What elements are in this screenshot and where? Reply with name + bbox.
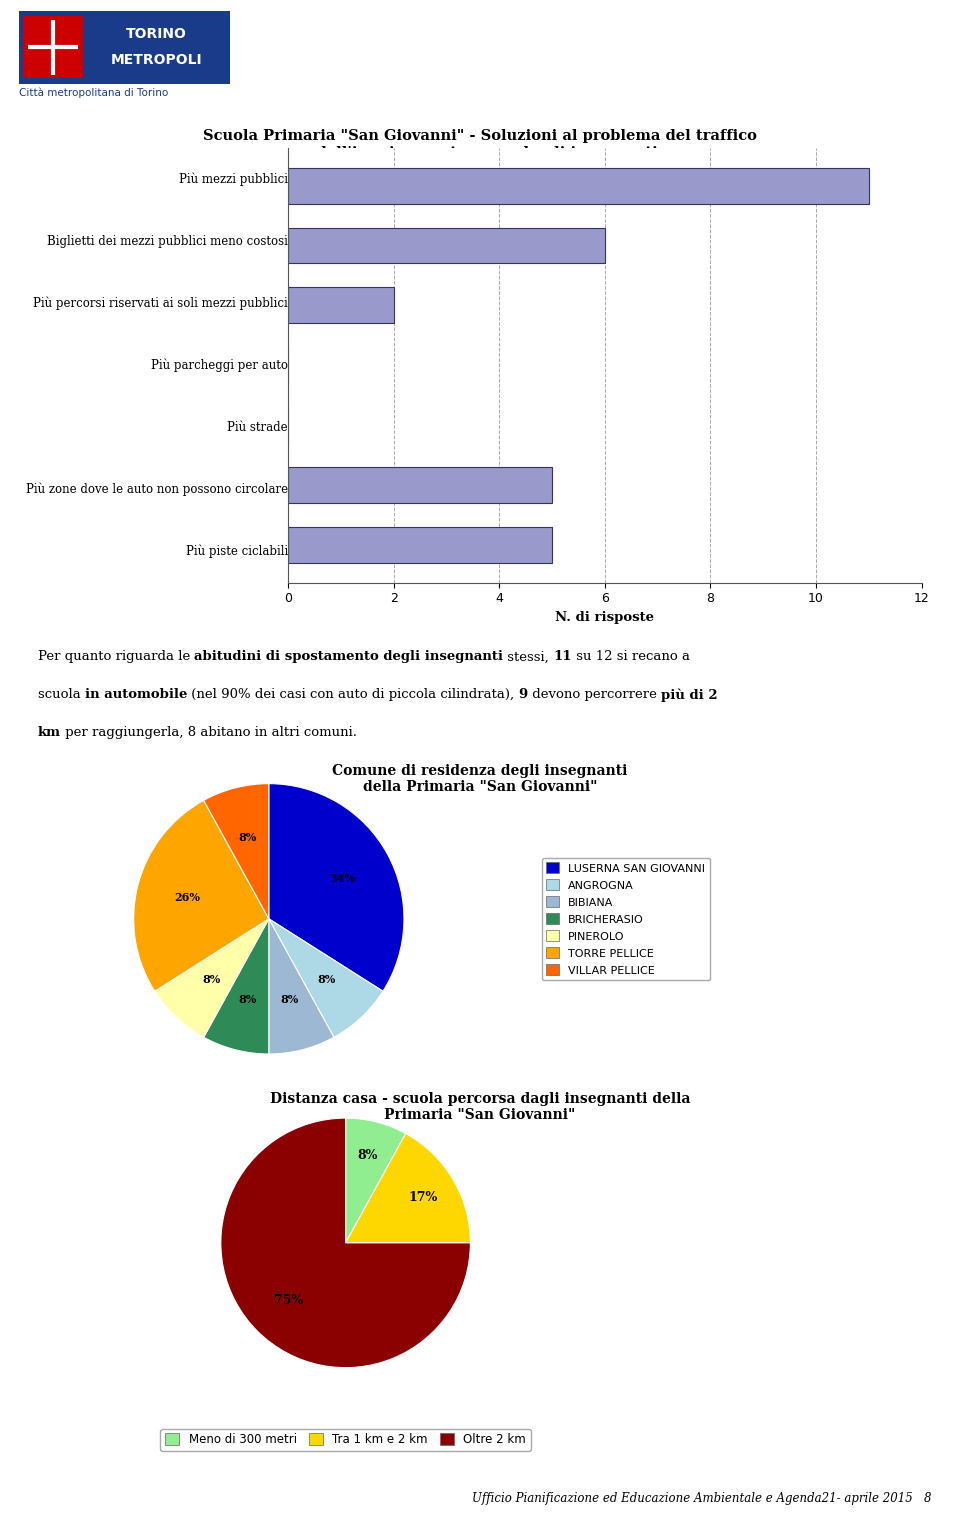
Wedge shape	[269, 784, 404, 991]
Text: Città metropolitana di Torino: Città metropolitana di Torino	[19, 87, 168, 98]
Wedge shape	[133, 801, 269, 991]
Wedge shape	[221, 1118, 470, 1368]
Text: Più piste ciclabili: Più piste ciclabili	[185, 544, 288, 558]
Text: Ufficio Pianificazione ed Educazione Ambientale e Agenda21- aprile 2015   8: Ufficio Pianificazione ed Educazione Amb…	[471, 1491, 931, 1505]
Bar	[288, 287, 394, 323]
Text: 8%: 8%	[358, 1150, 378, 1162]
Text: abitudini di spostamento degli insegnanti: abitudini di spostamento degli insegnant…	[194, 650, 503, 663]
Text: 75%: 75%	[274, 1293, 302, 1307]
Text: Scuola Primaria "San Giovanni" - Soluzioni al problema del traffico
e dell'inqui: Scuola Primaria "San Giovanni" - Soluzio…	[204, 130, 756, 160]
Text: più di 2: più di 2	[660, 688, 717, 702]
Text: scuola: scuola	[37, 688, 84, 702]
Text: 8%: 8%	[280, 994, 299, 1005]
Text: stessi,: stessi,	[503, 650, 553, 663]
Wedge shape	[155, 918, 269, 1037]
Wedge shape	[204, 784, 269, 918]
Text: 8%: 8%	[317, 974, 335, 985]
Text: 26%: 26%	[175, 892, 201, 903]
Text: per raggiungerla, 8 abitano in altri comuni.: per raggiungerla, 8 abitano in altri com…	[60, 726, 357, 740]
Bar	[288, 467, 552, 503]
Wedge shape	[269, 918, 334, 1054]
Wedge shape	[269, 918, 383, 1037]
Text: Per quanto riguarda le: Per quanto riguarda le	[37, 650, 194, 663]
Text: 8%: 8%	[239, 833, 257, 843]
Wedge shape	[346, 1133, 470, 1243]
Text: Più mezzi pubblici: Più mezzi pubblici	[179, 172, 288, 186]
Legend: Meno di 300 metri, Tra 1 km e 2 km, Oltre 2 km: Meno di 300 metri, Tra 1 km e 2 km, Oltr…	[160, 1429, 531, 1452]
Bar	[23, 17, 83, 78]
Legend: LUSERNA SAN GIOVANNI, ANGROGNA, BIBIANA, BRICHERASIO, PINEROLO, TORRE PELLICE, V: LUSERNA SAN GIOVANNI, ANGROGNA, BIBIANA,…	[541, 857, 709, 981]
Text: km: km	[37, 726, 60, 740]
Text: 17%: 17%	[408, 1191, 438, 1203]
Text: Più strade: Più strade	[228, 421, 288, 433]
Text: 8%: 8%	[239, 994, 257, 1005]
Text: 9: 9	[518, 688, 528, 702]
Text: Distanza casa - scuola percorsa dagli insegnanti della
Primaria "San Giovanni": Distanza casa - scuola percorsa dagli in…	[270, 1092, 690, 1122]
X-axis label: N. di risposte: N. di risposte	[555, 612, 655, 624]
Text: devono percorrere: devono percorrere	[528, 688, 660, 702]
Bar	[288, 227, 605, 264]
Text: Comune di residenza degli insegnanti
della Primaria "San Giovanni": Comune di residenza degli insegnanti del…	[332, 764, 628, 795]
Text: 11: 11	[553, 650, 572, 663]
Wedge shape	[346, 1118, 406, 1243]
Text: 8%: 8%	[203, 974, 221, 985]
Text: METROPOLI: METROPOLI	[110, 53, 203, 67]
Text: TORINO: TORINO	[126, 27, 187, 41]
Text: Più parcheggi per auto: Più parcheggi per auto	[151, 358, 288, 372]
Text: in automobile: in automobile	[84, 688, 187, 702]
Bar	[288, 526, 552, 563]
Text: Più percorsi riservati ai soli mezzi pubblici: Più percorsi riservati ai soli mezzi pub…	[34, 296, 288, 310]
Wedge shape	[204, 918, 269, 1054]
Bar	[288, 168, 869, 204]
Text: 34%: 34%	[329, 872, 355, 884]
Text: Biglietti dei mezzi pubblici meno costosi: Biglietti dei mezzi pubblici meno costos…	[47, 235, 288, 247]
Text: su 12 si recano a: su 12 si recano a	[572, 650, 690, 663]
Text: (nel 90% dei casi con auto di piccola cilindrata),: (nel 90% dei casi con auto di piccola ci…	[187, 688, 518, 702]
Text: Più zone dove le auto non possono circolare: Più zone dove le auto non possono circol…	[26, 483, 288, 496]
